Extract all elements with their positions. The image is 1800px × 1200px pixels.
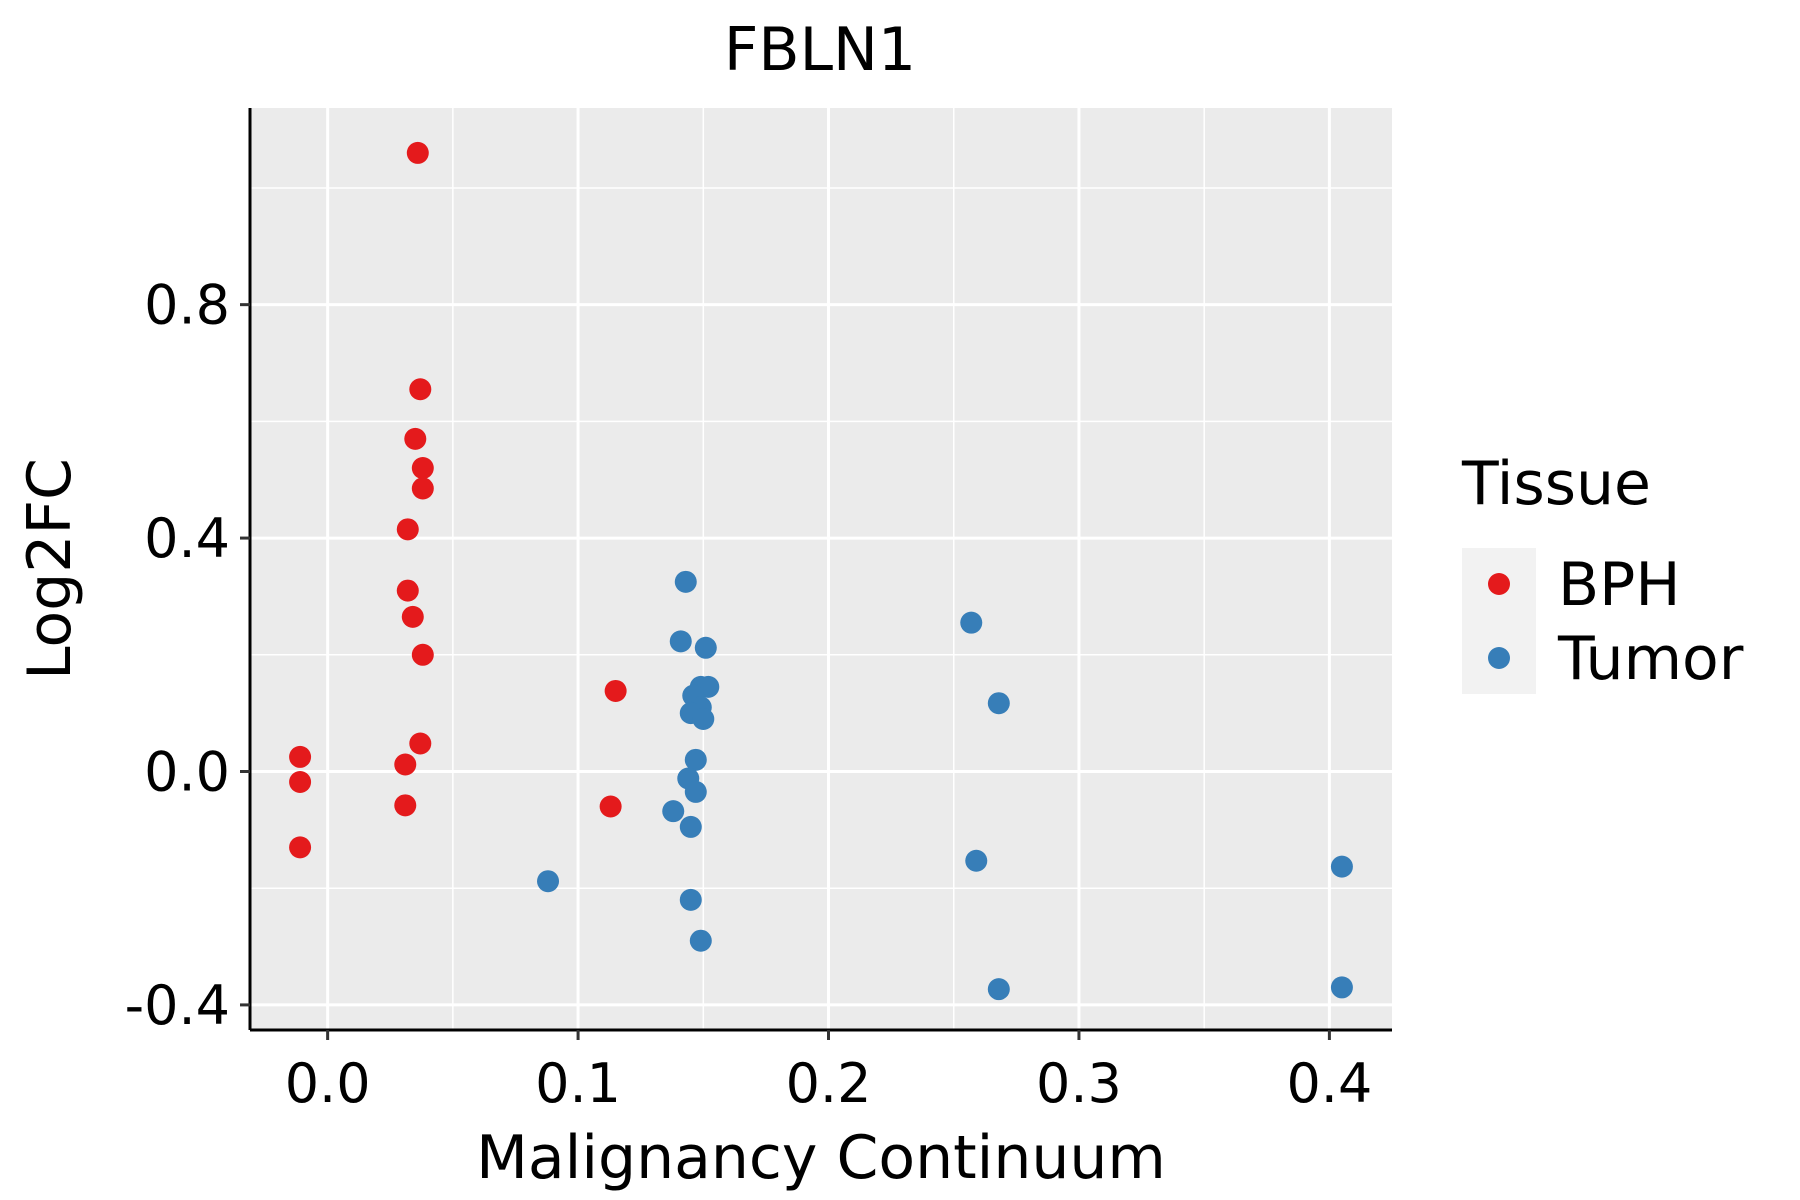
data-point-tumor [960, 611, 983, 634]
legend-key-background [1462, 548, 1536, 694]
data-point-bph [401, 605, 424, 628]
data-point-tumor [1330, 855, 1353, 878]
legend-label-tumor: Tumor [1557, 624, 1744, 694]
data-point-tumor [987, 692, 1010, 715]
x-tick-label: 0.3 [1036, 1052, 1122, 1115]
data-point-tumor [692, 707, 715, 730]
data-point-tumor [1330, 976, 1353, 999]
data-point-tumor [662, 800, 685, 823]
x-axis-ticks: 0.0 0.1 0.2 0.3 0.4 [285, 1030, 1372, 1115]
data-point-tumor [669, 630, 692, 653]
data-points [289, 141, 1353, 1001]
data-point-bph [411, 477, 434, 500]
data-point-bph [604, 679, 627, 702]
y-tick-label: 0.4 [144, 507, 230, 570]
x-tick-label: 0.2 [786, 1052, 872, 1115]
data-point-bph [396, 518, 419, 541]
legend-key-tumor [1488, 647, 1510, 669]
data-point-bph [289, 770, 312, 793]
data-point-bph [396, 579, 419, 602]
data-point-tumor [689, 929, 712, 952]
data-point-tumor [684, 780, 707, 803]
legend-key-bph [1488, 573, 1510, 595]
data-point-tumor [965, 849, 988, 872]
y-axis-title: Log2FC [15, 458, 85, 680]
x-axis-title: Malignancy Continuum [476, 1123, 1166, 1193]
data-point-bph [411, 643, 434, 666]
data-point-tumor [987, 978, 1010, 1001]
x-tick-label: 0.0 [285, 1052, 371, 1115]
legend-label-bph: BPH [1558, 550, 1680, 620]
chart-title: FBLN1 [724, 15, 916, 85]
data-point-tumor [674, 570, 697, 593]
data-point-tumor [684, 748, 707, 771]
data-point-bph [406, 141, 429, 164]
data-point-bph [409, 378, 432, 401]
data-point-bph [409, 732, 432, 755]
data-point-bph [411, 457, 434, 480]
data-point-tumor [537, 870, 560, 893]
legend-title: Tissue [1461, 449, 1651, 519]
data-point-bph [599, 795, 622, 818]
major-gridlines [250, 108, 1392, 1030]
data-point-bph [289, 836, 312, 859]
data-point-bph [289, 745, 312, 768]
data-point-tumor [679, 888, 702, 911]
y-axis-ticks: -0.4 0.0 0.4 0.8 [125, 274, 250, 1037]
minor-gridlines [250, 108, 1392, 1030]
x-tick-label: 0.1 [535, 1052, 621, 1115]
x-tick-label: 0.4 [1286, 1052, 1372, 1115]
data-point-tumor [694, 636, 717, 659]
data-point-bph [404, 427, 427, 450]
data-point-bph [394, 753, 417, 776]
data-point-bph [394, 794, 417, 817]
y-tick-label: 0.8 [144, 274, 230, 337]
plot-panel [250, 108, 1392, 1030]
data-point-tumor [679, 815, 702, 838]
y-tick-label: -0.4 [125, 974, 230, 1037]
y-tick-label: 0.0 [144, 740, 230, 803]
